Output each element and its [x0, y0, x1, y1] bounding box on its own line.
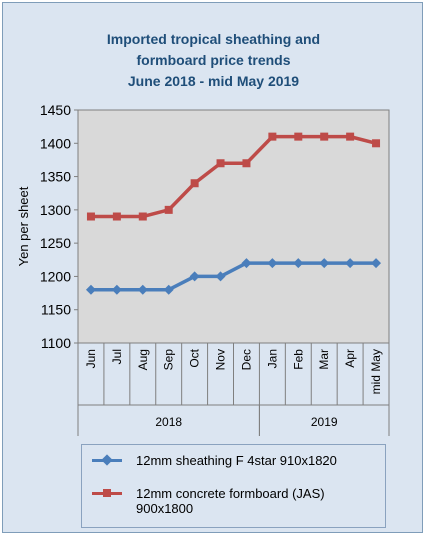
data-point-formboard [216, 159, 225, 168]
x-tick-label: Apr [343, 349, 357, 368]
data-point-sheathing [163, 284, 174, 295]
y-axis-label: Yen per sheet [16, 186, 31, 266]
data-point-formboard [86, 212, 95, 221]
data-point-sheathing [189, 271, 200, 282]
x-axis: Jun Jul Aug Sep Oct Nov Dec Jan Feb Mar Apr mid May… [77, 342, 390, 436]
year-label-2019: 2019 [311, 415, 338, 429]
legend-item-formboard: 12mm concrete formboard (JAS) 900x1800 [82, 483, 385, 519]
legend-label-sheathing: 12mm sheathing F 4star 910x1820 [136, 453, 337, 468]
x-tick-label: Jun [84, 349, 98, 368]
x-tick-label: Jul [110, 349, 124, 364]
x-tick-label: Aug [136, 349, 150, 370]
x-tick-label: Jan [265, 349, 279, 368]
chart-title: Imported tropical sheathing and formboar… [3, 29, 424, 92]
y-tick-label: 1450 [40, 102, 71, 118]
data-point-sheathing [241, 258, 252, 269]
legend-label-formboard: 12mm concrete formboard (JAS) 900x1800 [136, 486, 325, 516]
y-tick-label: 1100 [41, 335, 71, 351]
x-tick-label: Sep [162, 349, 176, 371]
y-axis: 1100 1150 1200 1250 1300 1350 1400 1450 [40, 102, 79, 351]
plot-area [77, 109, 390, 344]
legend: 12mm sheathing F 4star 910x1820 12mm con… [81, 444, 386, 528]
diamond-marker-icon [101, 454, 113, 466]
data-point-formboard [346, 132, 355, 141]
y-tick-label: 1200 [40, 268, 71, 284]
data-point-sheathing [319, 258, 330, 269]
y-tick-label: 1400 [40, 135, 71, 151]
x-tick-label: Nov [214, 349, 228, 370]
data-point-formboard [242, 159, 251, 168]
chart-title-line-1: Imported tropical sheathing and [106, 31, 321, 47]
y-tick-label: 1350 [40, 169, 71, 185]
chart-area: Imported tropical sheathing and formboar… [2, 2, 423, 533]
data-point-formboard [164, 205, 173, 214]
line-chart: 1100 1150 1200 1250 1300 1350 1400 1450 Jun Jul A… [16, 102, 390, 436]
y-tick-label: 1150 [41, 302, 71, 318]
data-point-formboard [190, 179, 199, 188]
data-point-formboard [112, 212, 121, 221]
x-tick-label: Dec [239, 349, 253, 370]
x-tick-label: Mar [317, 349, 331, 370]
year-label-2018: 2018 [155, 415, 182, 429]
series-line-formboard [90, 134, 377, 219]
x-tick-label: Feb [291, 349, 305, 370]
x-tick-label: mid May [369, 349, 383, 394]
data-point-sheathing [371, 258, 382, 269]
data-point-sheathing [293, 258, 304, 269]
series-layer [85, 132, 382, 295]
data-point-formboard [320, 132, 329, 141]
data-point-sheathing [215, 271, 226, 282]
data-point-sheathing [85, 284, 96, 295]
x-tick-label: Oct [188, 348, 202, 367]
data-point-formboard [294, 132, 303, 141]
y-tick-label: 1250 [40, 235, 71, 251]
square-marker-icon [103, 489, 111, 497]
data-point-sheathing [267, 258, 278, 269]
data-point-formboard [372, 139, 381, 148]
chart-title-line-2: formboard price trends [136, 52, 291, 68]
chart-title-line-3: June 2018 - mid May 2019 [127, 73, 300, 89]
data-point-sheathing [137, 284, 148, 295]
data-point-sheathing [111, 284, 122, 295]
y-tick-label: 1300 [40, 202, 71, 218]
data-point-formboard [138, 212, 147, 221]
data-point-formboard [268, 132, 277, 141]
legend-item-sheathing: 12mm sheathing F 4star 910x1820 [82, 450, 385, 474]
data-point-sheathing [345, 258, 356, 269]
